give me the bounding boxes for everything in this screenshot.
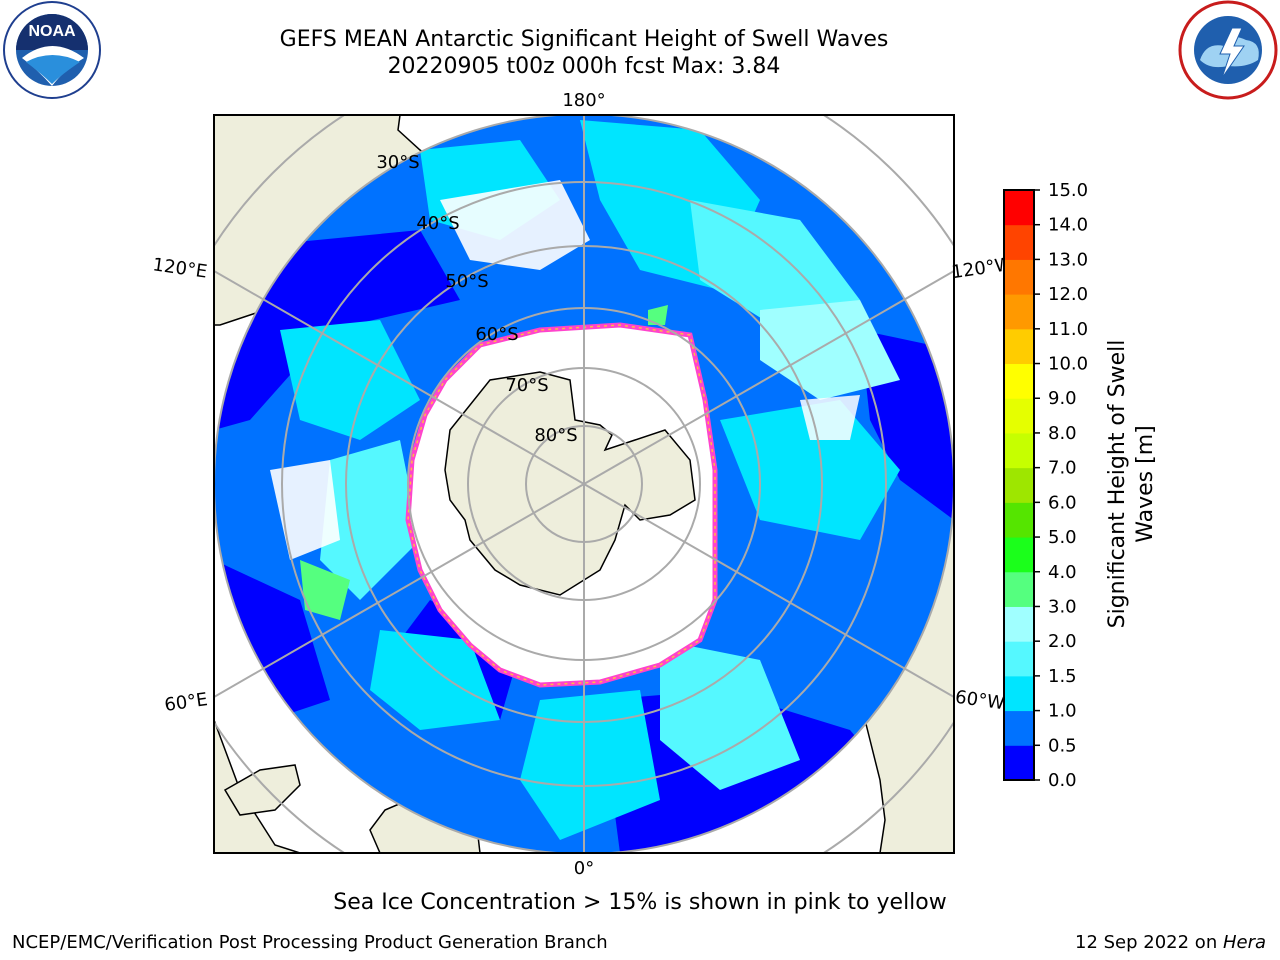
colorbar-label-line2: Waves [m] — [1133, 425, 1158, 542]
footer-date: 12 Sep 2022 on Hera — [1075, 932, 1266, 953]
colorbar-segment — [1004, 675, 1034, 712]
colorbar-segment — [1004, 606, 1034, 642]
title-line-1: GEFS MEAN Antarctic Significant Height o… — [279, 27, 889, 52]
lon-label-60w: 60°W — [954, 687, 1006, 715]
footer-date-text: 12 Sep 2022 on — [1075, 932, 1223, 953]
colorbar-tick-label: 11.0 — [1048, 319, 1088, 340]
colorbar-segment — [1004, 259, 1034, 295]
colorbar-tick-label: 12.0 — [1048, 284, 1088, 305]
colorbar-segment — [1004, 537, 1034, 573]
lat-label-30s: 30°S — [376, 152, 419, 173]
colorbar-tick-label: 10.0 — [1048, 354, 1088, 375]
svg-text:NOAA: NOAA — [28, 23, 76, 40]
colorbar-segment — [1004, 398, 1034, 434]
colorbar-segment — [1004, 432, 1034, 469]
colorbar-tick-label: 0.5 — [1048, 735, 1077, 756]
nws-logo — [1178, 0, 1278, 100]
colorbar-segment — [1004, 710, 1034, 746]
colorbar: 0.0 0.5 1.0 1.5 2.0 3.0 4.0 5.0 6.0 7.0 8.0 9.0 10.0… — [1003, 180, 1088, 791]
colorbar-segment — [1004, 502, 1034, 538]
footer-organization: NCEP/EMC/Verification Post Processing Pr… — [12, 932, 608, 953]
title-line-2: 20220905 t00z 000h fcst Max: 3.84 — [387, 54, 781, 79]
colorbar-segment — [1004, 294, 1034, 330]
lat-label-60s: 60°S — [475, 324, 518, 345]
lat-label-50s: 50°S — [445, 271, 488, 292]
colorbar-segment — [1004, 328, 1034, 365]
footer-machine: Hera — [1222, 932, 1266, 953]
lon-label-120e: 120°E — [151, 254, 208, 282]
colorbar-tick-label: 13.0 — [1048, 249, 1088, 270]
sea-ice-note: Sea Ice Concentration > 15% is shown in … — [333, 890, 947, 915]
colorbar-tick-label: 5.0 — [1048, 527, 1077, 548]
colorbar-tick-label: 7.0 — [1048, 458, 1077, 479]
colorbar-tick-label: 9.0 — [1048, 388, 1077, 409]
land-antarctica — [444, 371, 696, 596]
colorbar-tick-label: 1.5 — [1048, 666, 1077, 687]
ocean-field — [214, 114, 954, 854]
lon-label-180: 180° — [562, 90, 605, 111]
lat-label-70s: 70°S — [505, 375, 548, 396]
lat-label-80s: 80°S — [534, 425, 577, 446]
colorbar-segment — [1004, 641, 1034, 677]
noaa-logo: NOAA — [3, 1, 101, 99]
colorbar-tick-label: 14.0 — [1048, 215, 1088, 236]
colorbar-tick-label: 3.0 — [1048, 596, 1077, 617]
lon-label-60e: 60°E — [163, 689, 209, 716]
colorbar-segment — [1004, 467, 1034, 503]
colorbar-tick-label: 15.0 — [1048, 180, 1088, 201]
colorbar-tick-label: 2.0 — [1048, 631, 1077, 652]
colorbar-tick-label: 0.0 — [1048, 770, 1077, 791]
map-frame — [213, 114, 955, 854]
colorbar-tick-label: 6.0 — [1048, 492, 1077, 513]
colorbar-segment — [1004, 224, 1034, 260]
colorbar-segment — [1004, 571, 1034, 607]
colorbar-segment — [1004, 190, 1034, 226]
colorbar-frame — [1003, 189, 1035, 781]
graticule — [214, 115, 954, 853]
colorbar-tick-label: 4.0 — [1048, 562, 1077, 583]
colorbar-segment — [1004, 363, 1034, 399]
lat-label-40s: 40°S — [416, 213, 459, 234]
colorbar-label-line1: Significant Height of Swell — [1105, 340, 1130, 629]
colorbar-tick-label: 8.0 — [1048, 423, 1077, 444]
lon-label-0: 0° — [574, 858, 594, 879]
colorbar-segment — [1004, 745, 1034, 781]
colorbar-tick-label: 1.0 — [1048, 701, 1077, 722]
